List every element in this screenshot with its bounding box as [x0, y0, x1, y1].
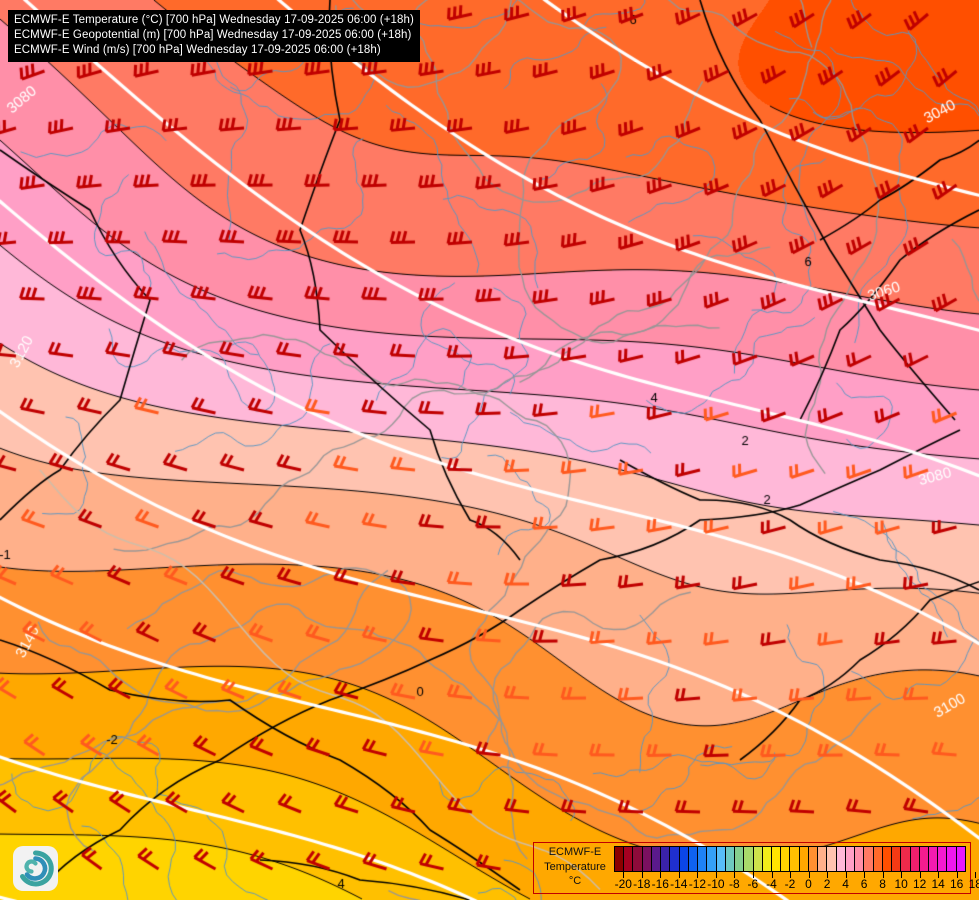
- colorbar-swatch: [892, 847, 902, 871]
- colorbar-swatch: [670, 847, 680, 871]
- colorbar-swatch: [624, 847, 634, 871]
- colorbar-swatch: [901, 847, 911, 871]
- colorbar-tick-label: -20: [614, 877, 632, 891]
- colorbar-tick-label: 18: [968, 877, 979, 891]
- colorbar-swatch: [919, 847, 929, 871]
- title-line-wind: ECMWF-E Wind (m/s) [700 hPa] Wednesday 1…: [14, 44, 381, 56]
- legend-caption: ECMWF-E Temperature °C: [536, 845, 614, 893]
- colorbar-tick: [919, 872, 921, 878]
- colorbar-tick: [956, 872, 958, 878]
- colorbar-tick-label: -4: [766, 877, 777, 891]
- legend-caption-model: ECMWF-E: [548, 846, 602, 858]
- colorbar-swatch: [845, 847, 856, 871]
- colorbar-ticks: [614, 872, 977, 878]
- colorbar-tick-label: 4: [842, 877, 849, 891]
- colorbar-swatch: [928, 847, 939, 871]
- colorbar-tick: [882, 872, 884, 878]
- colorbar-swatch: [771, 847, 782, 871]
- colorbar-swatch: [855, 847, 865, 871]
- colorbar-tick-label: -8: [729, 877, 740, 891]
- colorbar-swatch: [725, 847, 736, 871]
- colorbar-swatch: [808, 847, 819, 871]
- colorbar-swatch: [707, 847, 717, 871]
- colorbar-tick: [752, 872, 754, 878]
- colorbar-swatch: [790, 847, 800, 871]
- colorbar-swatches: [614, 846, 966, 872]
- title-line-geopotential: ECMWF-E Geopotential (m) [700 hPa] Wedne…: [14, 29, 412, 41]
- colorbar-tick: [678, 872, 680, 878]
- legend-caption-variable: Temperature: [544, 860, 606, 873]
- colorbar-tick: [864, 872, 866, 878]
- colorbar-tick: [808, 872, 810, 878]
- colorbar-tick: [734, 872, 736, 878]
- colorbar-swatch: [947, 847, 957, 871]
- colorbar-swatch: [642, 847, 652, 871]
- colorbar-tick-label: -14: [670, 877, 688, 891]
- colorbar-swatch: [633, 847, 643, 871]
- colorbar-tick-labels: -20 -18 -16 -14 -12 -10 -8 -6 -4 -2 0 2 4 6 8 10 12 14 16 1…: [614, 877, 979, 891]
- colorbar-tick-label: -16: [651, 877, 669, 891]
- colorbar-swatch: [679, 847, 689, 871]
- colorbar-swatch: [799, 847, 809, 871]
- colorbar-tick-label: 14: [931, 877, 945, 891]
- colorbar-swatch: [735, 847, 745, 871]
- colorbar-tick-label: 6: [860, 877, 868, 891]
- colorbar-swatch: [698, 847, 708, 871]
- colorbar-tick-label: 0: [805, 877, 812, 891]
- colorbar-swatch: [744, 847, 754, 871]
- colorbar-tick-label: 10: [894, 877, 908, 891]
- colorbar-tick: [771, 872, 773, 878]
- colorbar-tick: [901, 872, 903, 878]
- colorbar-swatch: [873, 847, 883, 871]
- colorbar-swatch: [836, 847, 846, 871]
- colorbar-tick: [845, 872, 847, 878]
- colorbar-wrap: -20 -18 -16 -14 -12 -10 -8 -6 -4 -2 0 2 4 6 8 10 12 14 16 1…: [614, 846, 979, 892]
- colorbar-swatch: [864, 847, 874, 871]
- colorbar-swatch: [818, 847, 828, 871]
- colorbar-tick: [827, 872, 829, 878]
- colorbar-swatch: [827, 847, 837, 871]
- colorbar-swatch: [938, 847, 948, 871]
- colorbar-tick: [697, 872, 699, 878]
- colorbar-tick: [715, 872, 717, 878]
- colorbar-swatch: [762, 847, 772, 871]
- colorbar-swatch: [956, 847, 965, 871]
- colorbar-tick: [660, 872, 662, 878]
- colorbar-swatch: [651, 847, 662, 871]
- colorbar-tick: [623, 872, 625, 878]
- colorbar-tick: [975, 872, 977, 878]
- colorbar-legend: ECMWF-E Temperature °C -20 -18 -16 -14 -12 -1…: [533, 842, 979, 894]
- colorbar-tick-label: 8: [879, 877, 886, 891]
- colorbar-swatch: [688, 847, 699, 871]
- title-line-temperature: ECMWF-E Temperature (°C) [700 hPa] Wedne…: [14, 14, 414, 26]
- colorbar-tick-label: -2: [784, 877, 796, 891]
- colorbar-tick-label: -12: [688, 877, 707, 891]
- colorbar-swatch: [716, 847, 726, 871]
- colorbar-swatch: [615, 847, 625, 871]
- colorbar-tick-label: 2: [823, 877, 831, 891]
- colorbar-tick: [641, 872, 643, 878]
- colorbar-swatch: [882, 847, 893, 871]
- title-block: ECMWF-E Temperature (°C) [700 hPa] Wedne…: [8, 10, 420, 62]
- colorbar-tick-label: -6: [747, 877, 759, 891]
- colorbar-swatch: [661, 847, 671, 871]
- colorbar-tick: [790, 872, 791, 878]
- colorbar-swatch: [781, 847, 791, 871]
- colorbar-tick-label: -18: [633, 877, 651, 891]
- colorbar-swatch: [910, 847, 920, 871]
- colorbar-tick-label: 12: [913, 877, 927, 891]
- cyclone-spiral-logo: [13, 846, 58, 891]
- colorbar-tick: [938, 872, 940, 878]
- colorbar-swatch: [753, 847, 763, 871]
- colorbar-tick-label: -10: [707, 877, 725, 891]
- legend-caption-unit: °C: [568, 875, 582, 887]
- colorbar-tick-label: 16: [950, 877, 964, 891]
